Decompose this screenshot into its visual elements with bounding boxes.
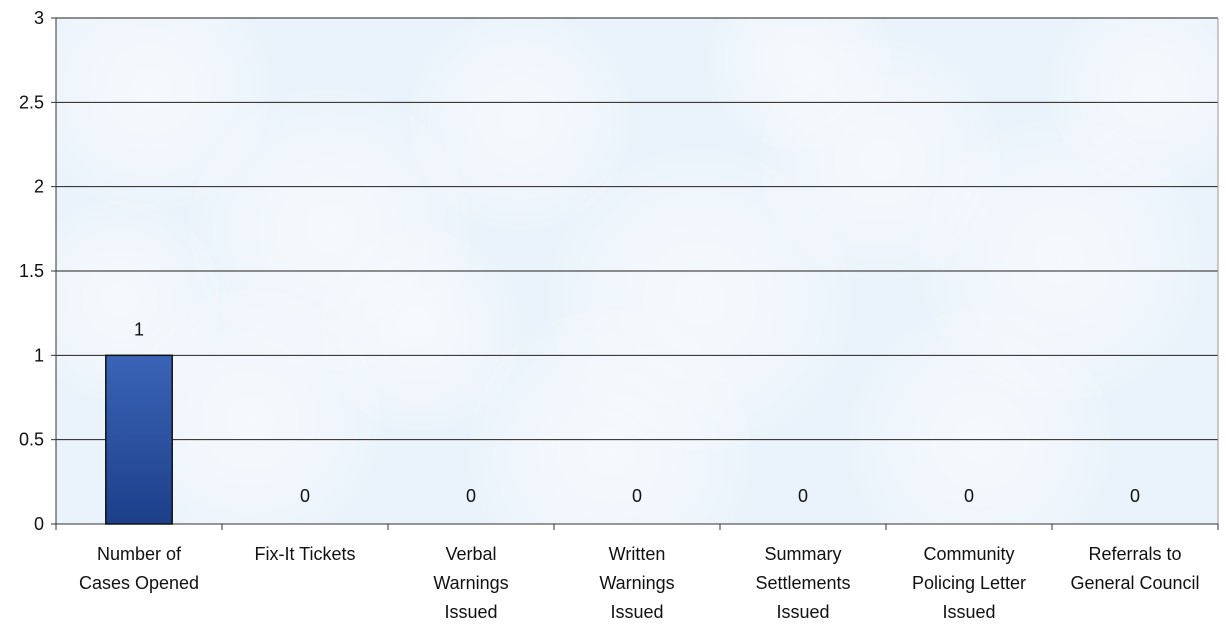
x-tick-label-line: Referrals to <box>1088 544 1181 564</box>
x-tick-label-line: Warnings <box>433 573 508 593</box>
y-tick-label: 2 <box>34 177 44 197</box>
x-tick-label: Referrals to General Council <box>1070 544 1199 593</box>
x-tick-label-line: Issued <box>776 602 829 622</box>
data-label: 0 <box>300 486 310 506</box>
x-tick-label-line: Settlements <box>755 573 850 593</box>
y-tick-label: 2.5 <box>19 92 44 112</box>
data-label: 0 <box>466 486 476 506</box>
x-tick-label-line: Issued <box>942 602 995 622</box>
texture-blob <box>30 0 270 210</box>
texture-blob <box>1050 0 1226 190</box>
x-tick-label: Verbal Warnings Issued <box>433 544 508 622</box>
x-tick-label: Community Policing Letter Issued <box>912 544 1026 622</box>
x-tick-label-line: Written <box>609 544 666 564</box>
plot-area <box>20 0 1226 590</box>
texture-blob <box>410 10 630 230</box>
data-label: 0 <box>632 486 642 506</box>
bar <box>105 354 173 525</box>
x-tick-label-line: Fix-It Tickets <box>254 544 355 564</box>
x-tick-label-line: Issued <box>610 602 663 622</box>
y-tick-label: 1.5 <box>19 261 44 281</box>
x-tick-label-line: Summary <box>764 544 841 564</box>
y-tick-label: 1 <box>34 345 44 365</box>
texture-blob <box>320 230 520 430</box>
data-label: 0 <box>1130 486 1140 506</box>
x-tick-label-line: Verbal <box>445 544 496 564</box>
texture-blob <box>710 0 890 150</box>
x-tick-label-line: Warnings <box>599 573 674 593</box>
x-tick-label: Number of Cases Opened <box>79 544 199 593</box>
x-tick-label-line: Community <box>923 544 1014 564</box>
x-tick-label-line: Cases Opened <box>79 573 199 593</box>
x-tick-label-line: Policing Letter <box>912 573 1026 593</box>
x-tick-label-line: General Council <box>1070 573 1199 593</box>
data-label: 0 <box>964 486 974 506</box>
x-tick-label: Fix-It Tickets <box>254 544 355 564</box>
gridlines <box>56 17 1218 441</box>
y-axis: 0 0.5 1 1.5 2 2.5 3 <box>19 8 1219 534</box>
x-tick-label: Written Warnings Issued <box>599 544 674 622</box>
data-label: 1 <box>134 319 144 339</box>
x-tick-label: Summary Settlements Issued <box>755 544 850 622</box>
texture-blob <box>470 310 750 590</box>
x-axis: Number of Cases Opened Fix-It Tickets Verba… <box>55 523 1219 622</box>
bars <box>105 354 173 525</box>
y-tick-label: 0 <box>34 514 44 534</box>
y-tick-label: 3 <box>34 8 44 28</box>
x-tick-label-line: Issued <box>444 602 497 622</box>
texture-blob <box>20 200 220 400</box>
x-tick-label-line: Number of <box>97 544 182 564</box>
data-labels: 1 0 0 0 0 0 0 <box>134 319 1140 506</box>
y-tick-label: 0.5 <box>19 430 44 450</box>
data-label: 0 <box>798 486 808 506</box>
